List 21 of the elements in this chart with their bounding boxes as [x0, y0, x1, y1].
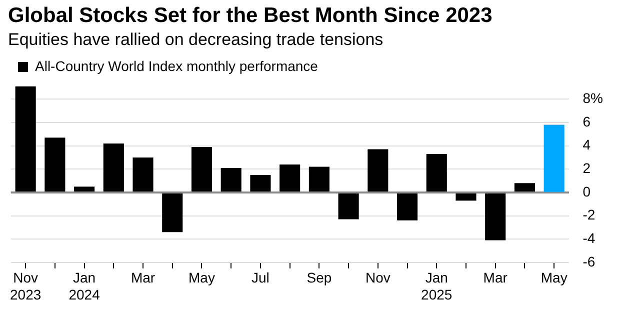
chart-title: Global Stocks Set for the Best Month Since 2023 — [8, 4, 494, 28]
x-tick-label: Nov — [365, 270, 390, 286]
legend-label: All-Country World Index monthly performance — [35, 58, 318, 74]
x-tick-label: Mar — [483, 270, 508, 286]
y-tick-label: -2 — [582, 206, 596, 223]
y-tick-label: 6 — [582, 113, 591, 130]
x-tick-label: Jul — [252, 270, 270, 286]
y-tick-label: 4 — [582, 136, 591, 153]
x-tick-label: Mar — [130, 270, 156, 286]
x-tick-label: Jan 2025 — [421, 270, 452, 302]
y-tick-label: -4 — [582, 230, 596, 246]
y-tick-label: 2 — [582, 160, 591, 176]
x-tick-label: Nov 2023 — [10, 270, 42, 302]
y-tick-label: 8% — [582, 90, 603, 106]
x-tick-label: Jan 2024 — [68, 270, 100, 302]
y-tick-label: 0 — [582, 183, 591, 200]
x-tick-label: May — [540, 270, 568, 286]
chart-subtitle: Equities have rallied on decreasing trade tensions — [8, 30, 384, 50]
y-tick-label: -6 — [582, 253, 596, 270]
x-tick-label: May — [188, 270, 215, 286]
x-tick-label: Sep — [306, 270, 332, 286]
